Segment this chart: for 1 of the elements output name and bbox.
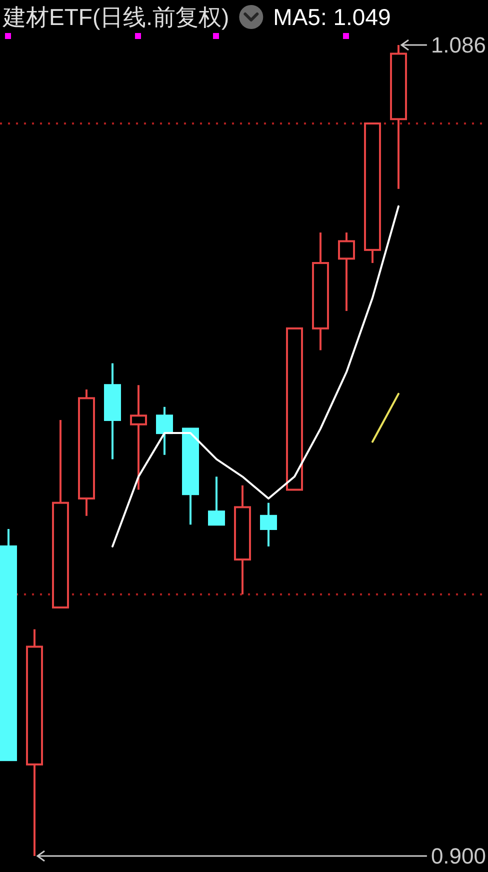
title: 建材ETF(日线.前复权) xyxy=(3,4,230,30)
